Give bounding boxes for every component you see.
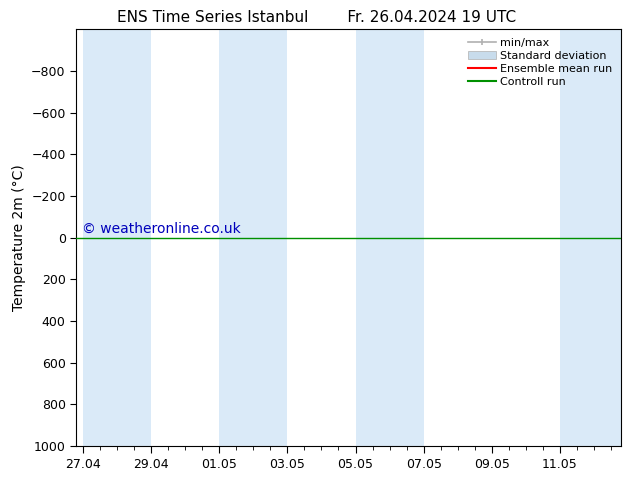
Text: ENS Time Series Istanbul        Fr. 26.04.2024 19 UTC: ENS Time Series Istanbul Fr. 26.04.2024 … (117, 10, 517, 25)
Bar (560, 29, 621, 446)
Bar (356, 29, 424, 446)
Y-axis label: Temperature 2m (°C): Temperature 2m (°C) (11, 164, 25, 311)
Bar (219, 29, 287, 446)
Bar (83, 29, 151, 446)
Legend: min/max, Standard deviation, Ensemble mean run, Controll run: min/max, Standard deviation, Ensemble me… (465, 35, 616, 90)
Text: © weatheronline.co.uk: © weatheronline.co.uk (82, 221, 240, 236)
